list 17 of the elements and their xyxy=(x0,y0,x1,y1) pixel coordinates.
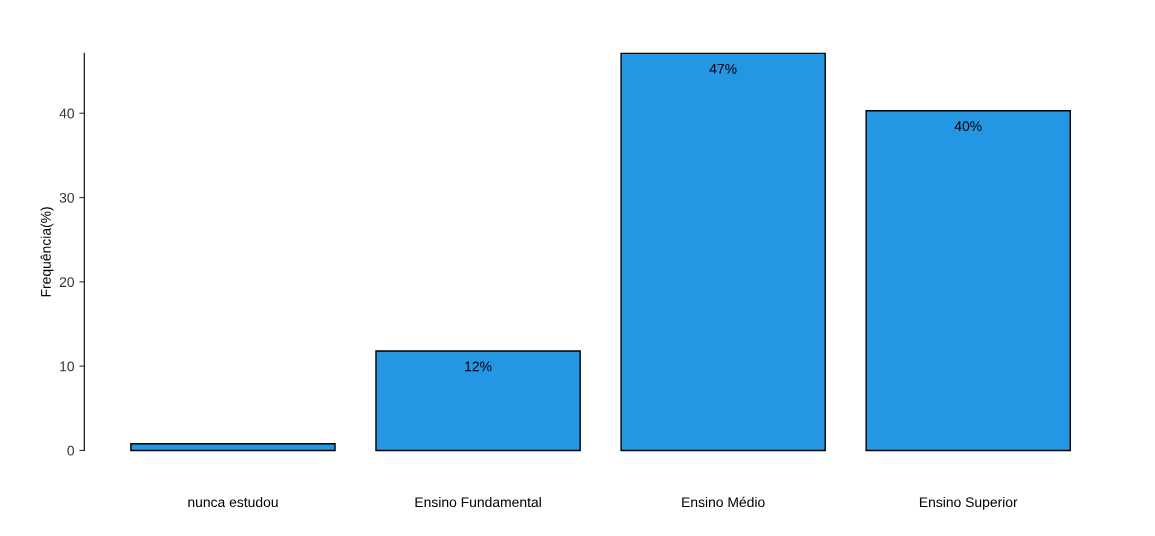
x-tick-label: Ensino Superior xyxy=(919,496,1018,510)
y-axis-title: Frequência(%) xyxy=(40,207,54,297)
data-label: 12% xyxy=(465,361,492,372)
y-tick-label: 30 xyxy=(59,192,75,203)
bar xyxy=(620,52,826,452)
data-label: 40% xyxy=(954,121,982,132)
y-tick-label: 20 xyxy=(59,277,75,288)
bar xyxy=(130,442,336,452)
x-tick-label: Ensino Fundamental xyxy=(415,496,541,508)
x-tick-label: Ensino Médio xyxy=(682,496,765,508)
y-tick-label: 10 xyxy=(60,361,75,372)
y-tick-label: 0 xyxy=(67,445,75,456)
y-tick-label: 40 xyxy=(59,108,75,119)
x-tick-label: nunca estudou xyxy=(188,496,278,508)
bar xyxy=(375,350,581,452)
bar xyxy=(865,110,1072,452)
data-label: 47% xyxy=(709,63,737,74)
